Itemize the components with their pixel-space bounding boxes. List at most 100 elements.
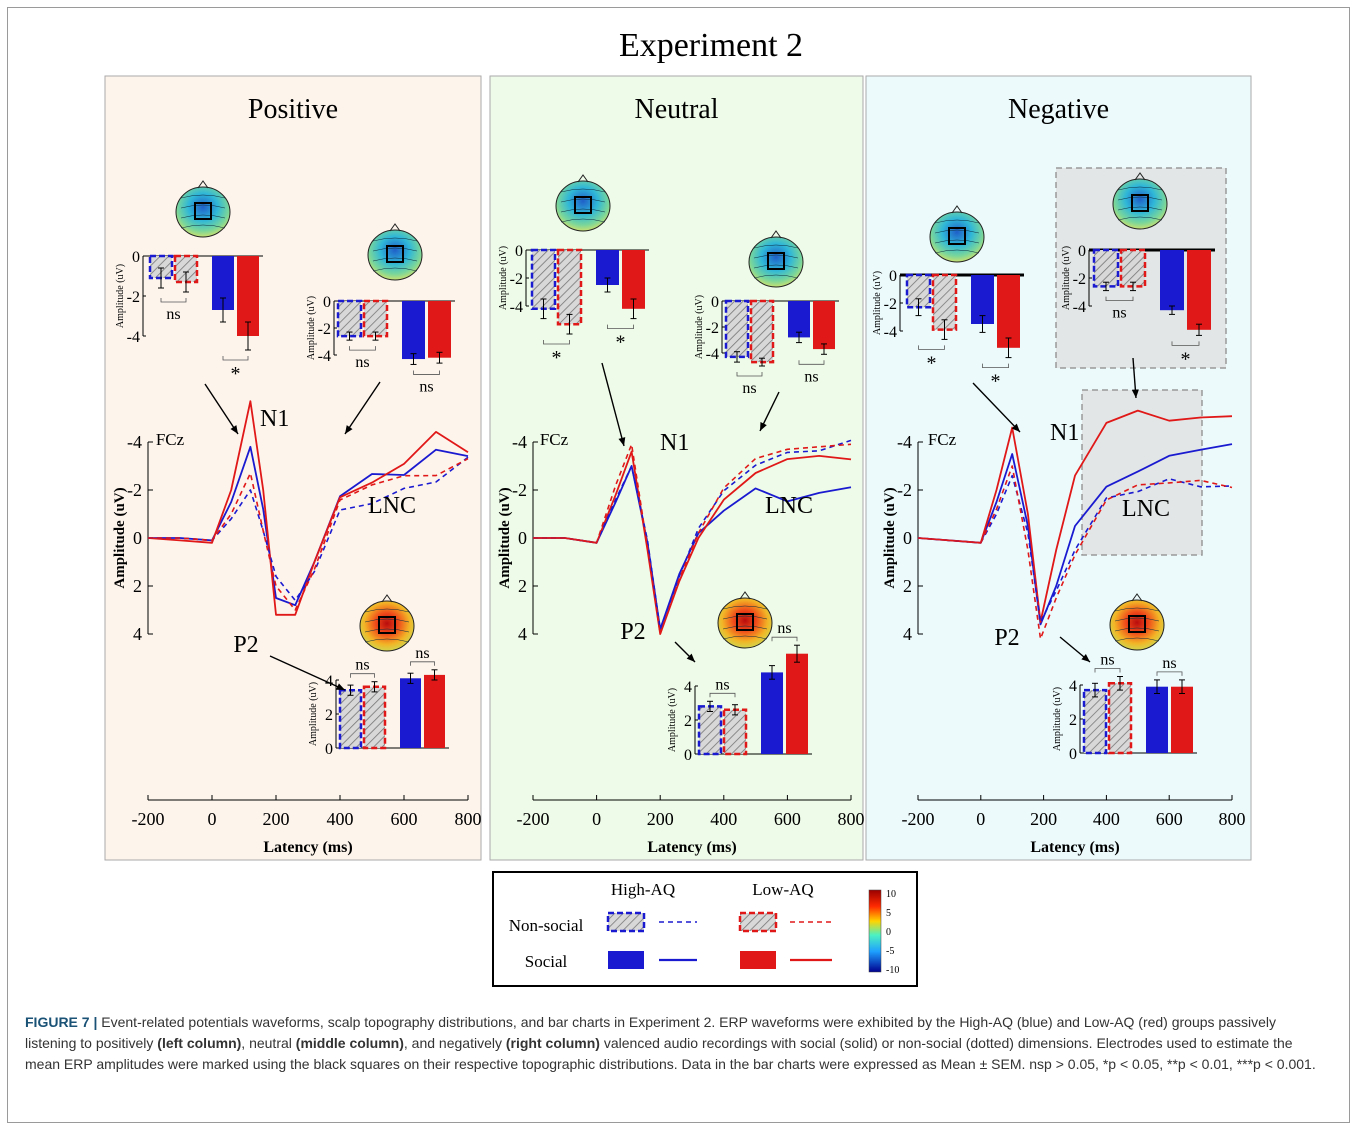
x-tick-label: 0 xyxy=(976,809,985,829)
bar-y-tick-label: 2 xyxy=(684,713,692,730)
bar-low-aq-social xyxy=(424,674,445,748)
highlight-box-lnc xyxy=(1081,389,1203,556)
bar-y-tick-label: -2 xyxy=(318,321,331,338)
bar-y-tick-label: -4 xyxy=(706,346,719,363)
topo-head xyxy=(555,180,611,232)
bar-y-tick-label: 0 xyxy=(323,294,331,311)
significance-bracket xyxy=(607,324,634,329)
scalp-topography-3 xyxy=(717,591,773,649)
bar-high-aq-social xyxy=(596,250,619,285)
topo-head xyxy=(748,236,804,288)
colorbar xyxy=(868,889,882,973)
topo-head xyxy=(359,600,415,652)
waveform-low-aq-social xyxy=(147,400,469,616)
topo-contour xyxy=(1117,206,1163,211)
caption-text-2: , neutral xyxy=(241,1035,296,1051)
bar-y-tick-label: -4 xyxy=(318,348,331,365)
x-axis-label: Latency (ms) xyxy=(647,839,736,856)
scalp-topography-2 xyxy=(748,230,804,288)
bar-high-aq-social xyxy=(1146,686,1168,753)
significance-bracket xyxy=(222,356,249,361)
bar-low-aq-non-social xyxy=(749,299,775,364)
legend-swatch-low-social-bar xyxy=(740,951,776,969)
arrow-head xyxy=(760,422,767,431)
significance-bracket xyxy=(1156,671,1183,676)
significance-label: * xyxy=(927,352,937,374)
bar-low-aq-social xyxy=(813,301,835,350)
waveform-y-label: Amplitude (uV) xyxy=(882,487,898,588)
bar-y-tick-label: 0 xyxy=(889,268,897,285)
topo-contour xyxy=(722,625,768,630)
topo-contour xyxy=(560,218,606,223)
electrode-square xyxy=(574,196,592,214)
caption-text-3: , and negatively xyxy=(403,1035,506,1051)
topo-nose xyxy=(770,230,782,239)
legend-swatch-high-nonsocial-bar xyxy=(606,911,646,933)
topo-contour xyxy=(372,247,418,252)
electrode-label: FCz xyxy=(928,430,957,449)
y-tick-label: 0 xyxy=(518,528,527,548)
significance-bracket xyxy=(1105,296,1134,301)
significance-bracket xyxy=(543,340,570,345)
y-tick-label: 0 xyxy=(903,528,912,548)
significance-label: * xyxy=(991,371,1001,393)
bars-p2-bar-chart: 0 2 4 Amplitude (uV) ns ns xyxy=(308,645,449,758)
topo-nose xyxy=(389,223,401,232)
bar-y-tick-label: -2 xyxy=(706,320,719,337)
topo-nose xyxy=(1131,593,1143,602)
waveform-low-aq-non-social xyxy=(917,465,1233,640)
topo-contour xyxy=(934,219,980,224)
x-tick-label: -200 xyxy=(517,809,550,829)
topo-head xyxy=(1109,599,1165,651)
significance-label: ns xyxy=(1112,305,1126,322)
bar-low-aq-non-social xyxy=(931,273,958,331)
significance-label: ns xyxy=(804,368,818,385)
legend-swatch-low-nonsocial-bar xyxy=(738,911,778,933)
bar-y-tick-label: 0 xyxy=(684,747,692,764)
lnc-label: LNC xyxy=(1122,496,1170,522)
topo-contour xyxy=(722,605,768,610)
topo-contour xyxy=(560,198,606,203)
scalp-topography-1 xyxy=(175,180,231,238)
topo-contour xyxy=(722,615,768,620)
bar-y-tick-label: 0 xyxy=(515,243,523,260)
y-tick-label: -2 xyxy=(512,480,527,500)
scalp-topography-2 xyxy=(367,223,423,281)
bar-high-aq-social xyxy=(788,301,810,338)
electrode-square xyxy=(386,245,404,263)
legend-low-aq: Low-AQ xyxy=(752,880,813,899)
arrow-head xyxy=(1011,423,1020,432)
topo-contour xyxy=(1117,186,1163,191)
bar-high-aq-non-social xyxy=(1092,248,1120,288)
bar-y-tick-label: -2 xyxy=(884,296,897,313)
colorbar-tick-label: -5 xyxy=(886,946,894,957)
significance-label: ns xyxy=(777,620,791,637)
bar-high-aq-social xyxy=(402,301,425,360)
topo-contour xyxy=(1114,637,1160,642)
x-tick-label: 400 xyxy=(327,809,354,829)
bar-y-tick-label: -4 xyxy=(510,299,523,316)
panel-title: Positive xyxy=(248,94,338,125)
bar-y-label: Amplitude (uV) xyxy=(498,246,509,310)
significance-bracket xyxy=(350,673,375,678)
topo-contour xyxy=(364,618,410,623)
significance-label: * xyxy=(616,332,626,354)
topo-nose xyxy=(577,174,589,183)
bar-y-label: Amplitude (uV) xyxy=(694,295,705,359)
x-tick-label: 600 xyxy=(391,809,418,829)
caption-bold-3: (right column) xyxy=(505,1035,600,1051)
bar-y-tick-label: 4 xyxy=(325,673,333,690)
significance-bracket xyxy=(709,692,736,698)
y-tick-label: 4 xyxy=(518,624,527,644)
electrode-square xyxy=(1131,194,1149,212)
lnc-label: LNC xyxy=(368,493,416,519)
bar-y-tick-label: 0 xyxy=(1078,243,1086,260)
bar-y-tick-label: 0 xyxy=(1069,746,1077,763)
electrode-square xyxy=(194,202,212,220)
arrow-head xyxy=(686,653,695,662)
waveform-high-aq-non-social xyxy=(533,439,852,631)
y-tick-label: -2 xyxy=(897,480,912,500)
x-tick-label: 600 xyxy=(774,809,801,829)
arrow-head xyxy=(1131,389,1139,398)
bar-low-aq-non-social xyxy=(556,248,583,326)
